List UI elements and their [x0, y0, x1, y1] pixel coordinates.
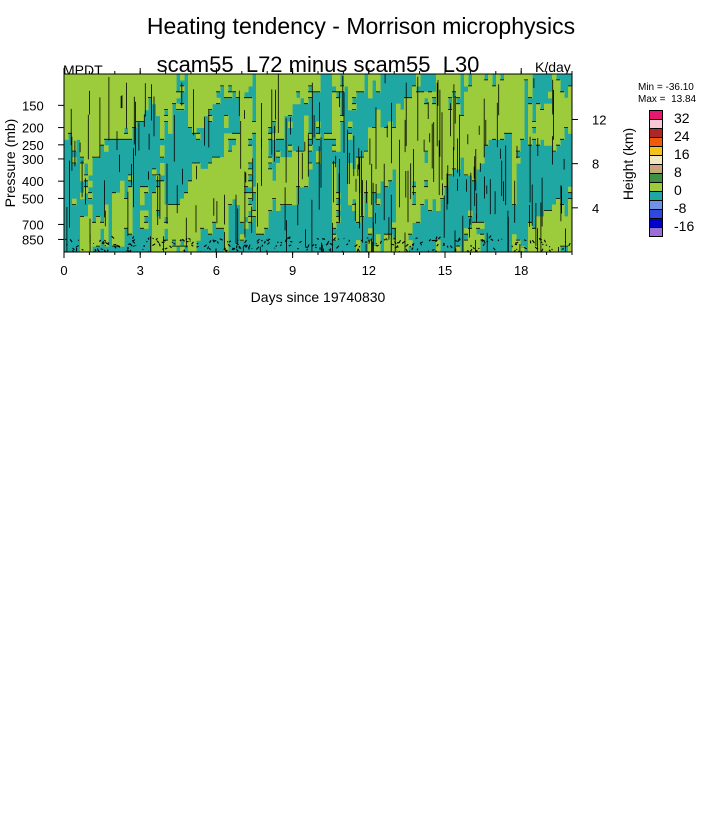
- y-tick-label: 400: [22, 174, 44, 189]
- colorbar-label: -8: [674, 200, 687, 216]
- contour-lines: [66, 74, 572, 252]
- colorbar-label: 32: [674, 110, 690, 126]
- y-right-tick-label: 8: [592, 157, 599, 172]
- y-tick-label: 500: [22, 191, 44, 206]
- units-label: K/day: [535, 59, 571, 75]
- y-tick-label: 250: [22, 138, 44, 153]
- x-tick-label: 3: [137, 263, 144, 278]
- x-tick-label: 15: [438, 263, 452, 278]
- x-tick-label: 18: [514, 263, 528, 278]
- colorbar-label: 8: [674, 164, 682, 180]
- y-tick-label: 200: [22, 121, 44, 136]
- colorbar-label: 24: [674, 128, 690, 144]
- y-right-tick-label: 12: [592, 112, 606, 127]
- colorbar-label: 0: [674, 182, 682, 198]
- x-tick-label: 12: [362, 263, 376, 278]
- colorbar-swatch: [649, 227, 663, 237]
- y-tick-label: 850: [22, 232, 44, 247]
- y-tick-label: 150: [22, 98, 44, 113]
- x-tick-label: 0: [60, 263, 67, 278]
- min-value-text: Min = -36.10: [638, 82, 694, 93]
- x-axis-label: Days since 19740830: [250, 289, 386, 305]
- max-value-text: Max = 13.84: [638, 94, 697, 105]
- contour-field: [64, 74, 572, 252]
- colorbar-label: -16: [674, 218, 695, 234]
- y-tick-label: 700: [22, 217, 44, 232]
- chart-title: Heating tendency - Morrison microphysics: [146, 13, 576, 39]
- colorbar-label: 16: [674, 146, 690, 162]
- min-max-annotation: Min = -36.10 Max = 13.84: [638, 82, 696, 106]
- y-right-tick-label: 4: [592, 201, 599, 216]
- x-tick-label: 6: [213, 263, 220, 278]
- x-tick-label: 9: [289, 263, 296, 278]
- y-tick-label: 300: [22, 152, 44, 167]
